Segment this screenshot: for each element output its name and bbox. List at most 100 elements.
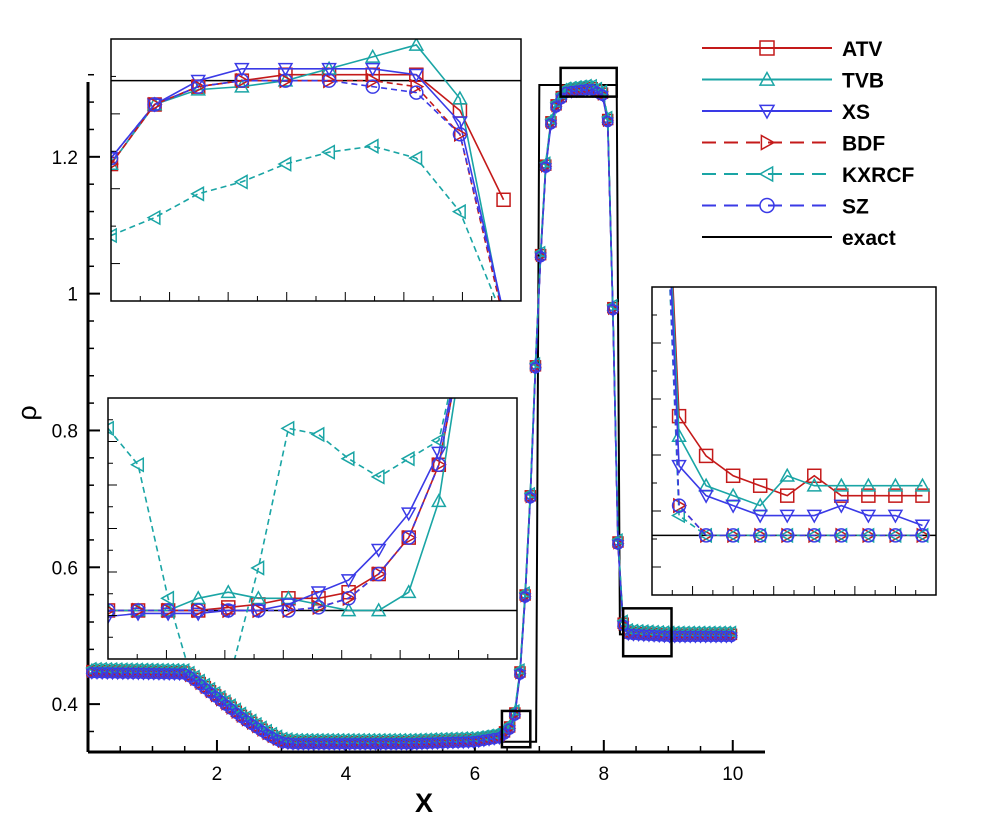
data-point-sz [725, 630, 738, 643]
inset-data-point-xs [806, 509, 823, 524]
legend-label-kxrcf: KXRCF [842, 164, 915, 187]
inset-data-point-xs [234, 62, 250, 77]
data-point-sz [607, 303, 619, 316]
inset-data-point-kxrcf [108, 420, 114, 437]
inset-data-point-kxrcf [400, 450, 415, 467]
inset-data-point-sz [462, 300, 475, 313]
data-point-sz [720, 630, 733, 643]
inset-data-point-sz [671, 498, 687, 513]
y-tick-label: 1.2 [52, 148, 78, 169]
series-sz [86, 83, 738, 750]
inset-data-point-sz [234, 73, 250, 88]
inset-data-point-sz [278, 73, 293, 88]
inset-data-point-kxrcf [146, 209, 161, 226]
inset-series-kxrcf [669, 287, 929, 544]
inset-data-point-sz [497, 306, 510, 319]
inset-data-point-kxrcf [408, 150, 423, 166]
legend-marker-tvb [758, 70, 776, 86]
inset-data-point-sz [861, 528, 876, 543]
main-plot: 2 4 6 8 10 0.4 0.6 0.8 1 1.2 [52, 66, 765, 785]
inset-data-point-kxrcf [725, 527, 740, 544]
data-point-sz [271, 734, 284, 747]
inset-data-point-atv [752, 478, 768, 493]
zoom-box [559, 66, 618, 98]
inset-data-point-tvb [914, 477, 931, 492]
inset-series-line-tvb [111, 44, 501, 301]
inset-data-point-xs [452, 116, 468, 131]
legend-entry-sz: SZ [702, 196, 869, 219]
y-tick-label: 0.6 [52, 558, 78, 579]
inset-data-point-kxrcf [370, 469, 385, 485]
inset-data-point-kxrcf [364, 138, 379, 154]
inset-data-point-sz [365, 79, 380, 94]
inset-data-point-sz [108, 603, 116, 618]
inset-data-point-atv [462, 300, 475, 313]
legend-entry-atv: ATV [702, 38, 882, 61]
inset-data-point-sz [190, 79, 206, 94]
data-point-kxrcf [503, 717, 515, 731]
y-axis-title: ρ [12, 405, 42, 420]
inset-data-point-tvb [408, 39, 425, 51]
inset-series-sz [111, 73, 510, 319]
inset-series-line-kxrcf [669, 287, 923, 537]
inset-data-point-sz [111, 150, 119, 166]
inset-data-point-tvb [806, 477, 823, 492]
inset-content [111, 39, 521, 325]
inset-data-point-xs [462, 302, 475, 314]
legend-marker-kxrcf [758, 165, 774, 183]
inset-data-point-kxrcf [310, 426, 325, 443]
legend-entry-tvb: TVB [702, 70, 884, 93]
zoom-box [621, 607, 673, 658]
inset-data-point-sz [834, 528, 849, 543]
x-tick-label: 8 [599, 764, 610, 785]
x-tick-label: 2 [212, 764, 223, 785]
inset-data-point-kxrcf [806, 527, 821, 544]
legend-marker-bdf [760, 134, 776, 151]
inset-data-point-kxrcf [280, 420, 295, 437]
inset-data-point-xs [277, 62, 294, 77]
legend-label-tvb: TVB [842, 70, 884, 93]
legend-entry-kxrcf: KXRCF [702, 164, 915, 187]
inset-data-point-kxrcf [277, 156, 292, 172]
inset-series-xs [670, 287, 931, 534]
inset-data-point-xs [431, 446, 447, 461]
inset-data-point-atv [861, 488, 876, 503]
inset-data-point-kxrcf [497, 312, 509, 325]
inset-data-point-kxrcf [111, 227, 117, 244]
inset-data-point-xs [370, 543, 387, 558]
inset-data-point-kxrcf [340, 450, 355, 467]
data-point-kxrcf [544, 112, 556, 126]
inset-data-point-kxrcf [462, 300, 474, 313]
legend-marker-sz [759, 197, 775, 214]
inset-data-point-atv [779, 488, 795, 503]
inset-data-point-kxrcf [451, 203, 466, 220]
inset-data-point-bdf [464, 300, 476, 313]
inset-series-line-sz [111, 79, 502, 301]
inset-frame [107, 397, 518, 660]
data-point-sz [550, 101, 562, 113]
data-point-kxrcf [518, 585, 530, 599]
inset-data-point-xs [310, 586, 327, 601]
inset-data-point-xs [752, 509, 768, 524]
inset-series-kxrcf [111, 138, 509, 325]
inset-data-point-xs [833, 499, 850, 514]
inset-data-point-sz [698, 528, 714, 543]
inset-data-point-sz [341, 591, 356, 606]
inset-data-point-xs [860, 509, 877, 524]
inset-data-point-tvb [833, 477, 850, 492]
inset-data-point-bdf [498, 312, 510, 325]
inset-data-point-bdf [279, 72, 294, 89]
data-point-sz [529, 362, 542, 374]
inset-series-sz [669, 287, 930, 543]
data-point-kxrcf [534, 245, 546, 259]
inset-data-point-tvb [340, 602, 357, 617]
inset-data-point-atv [725, 468, 741, 484]
data-point-sz [534, 250, 547, 263]
data-point-sz [545, 118, 557, 130]
inset-data-point-sz [221, 603, 236, 618]
y-tick-label: 0.8 [52, 421, 78, 442]
inset-data-point-xs [321, 62, 337, 77]
inset-series-line-xs [670, 287, 923, 527]
data-point-sz [488, 732, 500, 745]
zoom-box [500, 709, 532, 749]
